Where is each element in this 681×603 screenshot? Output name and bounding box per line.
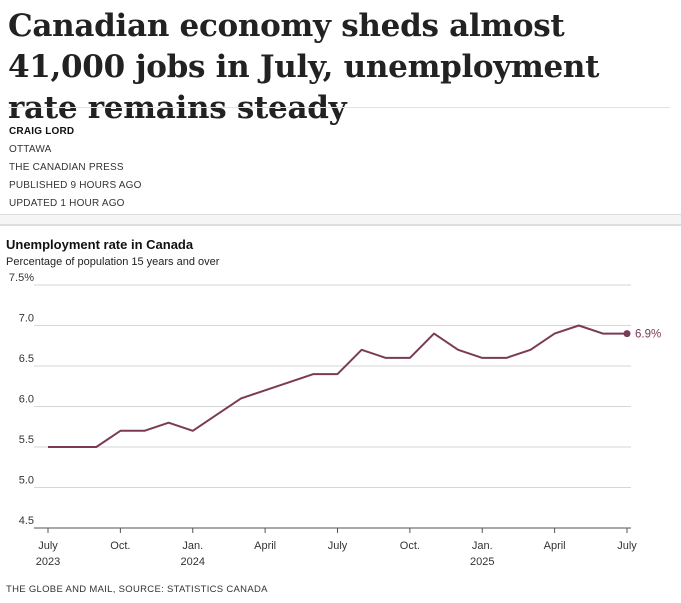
divider: [8, 107, 670, 108]
dateline-location: OTTAWA: [9, 144, 52, 155]
x-tick-label: July: [328, 540, 348, 552]
y-tick-label: 7.0: [19, 313, 34, 325]
x-tick-year-label: 2023: [36, 556, 60, 568]
x-tick-label: Oct.: [400, 540, 420, 552]
chart-subtitle: Percentage of population 15 years and ov…: [6, 256, 220, 268]
y-tick-label: 5.5: [19, 434, 34, 446]
unemployment-line-chart: 7.5% 7.0 6.5 6.0 5.5 5.0 4.5 July 2023 Oct. Jan. 20…: [9, 272, 661, 568]
x-tick-year-label: 2024: [181, 556, 205, 568]
section-separator: [0, 214, 681, 226]
latest-value-point: [623, 330, 631, 338]
y-tick-label: 4.5: [19, 515, 34, 527]
news-agency: THE CANADIAN PRESS: [9, 162, 124, 173]
updated-time: UPDATED 1 HOUR AGO: [9, 198, 125, 209]
x-tick-label: Jan.: [472, 540, 493, 552]
x-tick-label: Oct.: [110, 540, 130, 552]
latest-value-label: 6.9%: [635, 329, 661, 341]
y-tick-label: 5.0: [19, 475, 34, 487]
y-tick-label: 7.5%: [9, 272, 34, 284]
y-tick-label: 6.0: [19, 394, 34, 406]
chart-source: THE GLOBE AND MAIL, SOURCE: STATISTICS C…: [6, 584, 268, 595]
article-headline: Canadian economy sheds almost 41,000 job…: [8, 8, 600, 126]
x-tick-label: April: [254, 540, 276, 552]
y-tick-label: 6.5: [19, 353, 34, 365]
x-tick-label: April: [544, 540, 566, 552]
chart-title: Unemployment rate in Canada: [6, 237, 194, 252]
byline: CRAIG LORD OTTAWA THE CANADIAN PRESS PUB…: [9, 123, 142, 213]
x-tick-label: July: [617, 540, 637, 552]
author-name[interactable]: CRAIG LORD: [9, 126, 75, 137]
x-tick-year-label: 2025: [470, 556, 494, 568]
published-time: PUBLISHED 9 HOURS AGO: [9, 180, 142, 191]
unemployment-rate-line: [48, 324, 627, 448]
x-tick-label: Jan.: [182, 540, 203, 552]
x-tick-label: July: [38, 540, 58, 552]
